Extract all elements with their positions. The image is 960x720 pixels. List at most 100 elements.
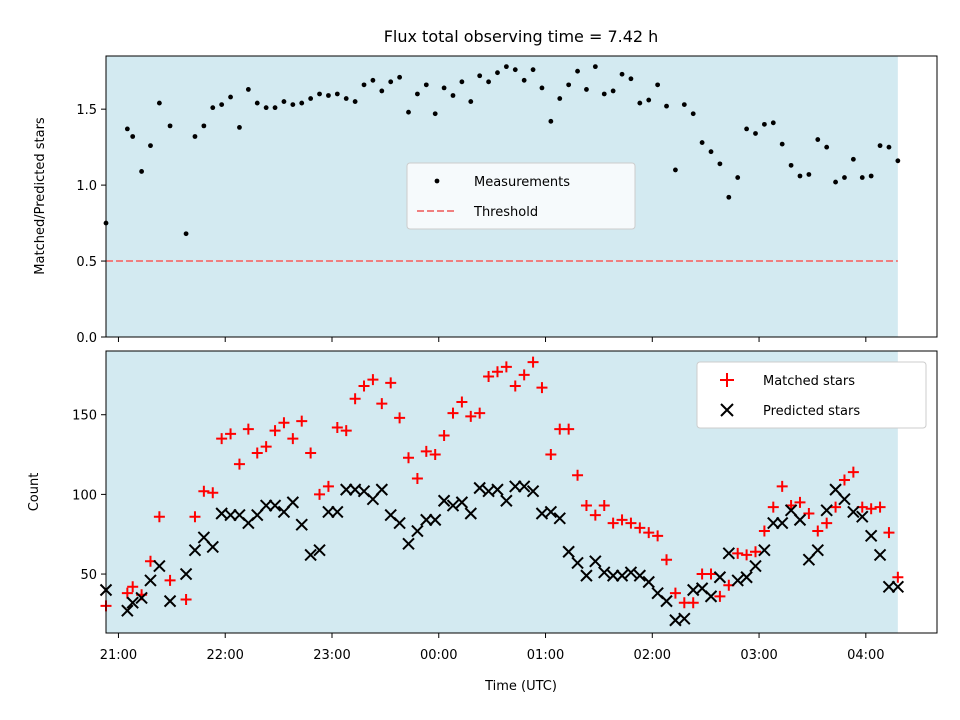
predicted-star-point <box>420 513 433 527</box>
measurement-point <box>423 82 429 88</box>
predicted-star-point <box>206 540 219 554</box>
predicted-star-point <box>464 507 477 520</box>
measurement-point <box>495 70 500 76</box>
predicted-star-point <box>722 547 736 560</box>
measurement-point <box>210 105 216 111</box>
measurement-point <box>655 82 661 88</box>
x-tick-label: 03:00 <box>740 648 777 663</box>
matched-star-point <box>687 597 699 609</box>
matched-star-point <box>189 511 201 523</box>
bottom-plot-frame <box>105 350 938 634</box>
bottom-legend: Matched stars Predicted stars <box>696 361 927 429</box>
predicted-star-point <box>775 516 789 530</box>
predicted-star-point <box>455 496 469 509</box>
predicted-star-point <box>642 575 655 589</box>
predicted-star-point <box>393 516 406 530</box>
predicted-star-point <box>571 556 584 570</box>
matched-star-point <box>500 361 512 373</box>
matched-star-point <box>821 517 833 529</box>
measurement-point <box>530 67 536 73</box>
matched-star-point <box>838 474 850 486</box>
measurement-point <box>806 172 812 177</box>
top-x-ticks <box>117 337 867 342</box>
predicted-star-point <box>500 494 513 507</box>
matched-star-point <box>643 527 655 539</box>
predicted-star-point <box>491 483 504 496</box>
predicted-star-point <box>633 569 647 582</box>
predicted-star-point <box>153 559 166 573</box>
predicted-star-point <box>891 580 905 594</box>
matched-star-point <box>483 370 495 382</box>
measurement-point <box>779 141 785 147</box>
predicted-star-point <box>340 483 353 496</box>
matched-star-point <box>438 429 450 441</box>
measurement-point <box>797 173 803 179</box>
predicted-star-point <box>411 524 424 538</box>
measurement-point <box>575 68 580 74</box>
matched-star-point <box>322 480 334 492</box>
matched-star-point <box>456 396 468 408</box>
matched-star-point <box>580 500 592 512</box>
matched-star-point <box>518 369 530 381</box>
matched-star-point <box>732 547 744 559</box>
measurement-point <box>219 102 225 108</box>
predicted-star-point <box>580 569 593 582</box>
measurement-point <box>664 103 669 109</box>
matched-star-point <box>705 568 717 580</box>
predicted-star-point <box>660 594 673 608</box>
measurement-point <box>539 85 545 91</box>
predicted-star-point <box>251 508 264 522</box>
predicted-star-point <box>277 505 291 519</box>
top-y-axis-label: Matched/Predicted stars <box>33 117 48 275</box>
legend-measurements-marker <box>434 178 440 184</box>
predicted-star-point <box>606 569 620 582</box>
measurement-point <box>299 100 305 106</box>
predicted-star-point <box>437 494 451 507</box>
matched-star-point <box>847 466 859 478</box>
measurement-point <box>388 79 394 85</box>
matched-star-point <box>269 425 281 437</box>
matched-star-point <box>883 527 895 539</box>
measurement-point <box>130 134 136 139</box>
predicted-star-point <box>322 505 335 519</box>
x-tick-label: 22:00 <box>206 648 243 663</box>
measurement-point <box>833 179 838 185</box>
matched-star-point <box>607 517 619 529</box>
matched-star-point <box>251 447 263 459</box>
measurement-point <box>406 109 411 115</box>
measurement-point <box>361 82 367 88</box>
measurement-point <box>486 79 491 85</box>
matched-star-point <box>669 587 681 599</box>
matched-star-point <box>242 423 254 435</box>
measurement-point <box>601 91 607 97</box>
matched-star-point <box>714 590 726 602</box>
matched-star-point <box>127 581 139 593</box>
matched-star-point <box>153 511 165 523</box>
matched-star-point <box>634 522 646 534</box>
matched-star-point <box>589 509 601 521</box>
matched-star-point <box>572 469 584 481</box>
measurement-point <box>557 96 563 101</box>
measurement-point <box>183 231 189 237</box>
predicted-star-point <box>526 484 540 498</box>
predicted-star-point <box>562 545 575 558</box>
measurement-point <box>850 156 856 162</box>
measurement-point <box>459 79 465 85</box>
measurement-point <box>334 91 340 97</box>
predicted-star-point <box>847 505 860 519</box>
legend-predicted-marker <box>720 403 734 417</box>
matched-star-point <box>314 488 326 500</box>
legend-matched-marker <box>720 373 734 387</box>
y-tick-label: 1.0 <box>76 179 97 194</box>
measurement-point <box>824 144 830 150</box>
y-tick-label: 150 <box>72 409 97 424</box>
measurement-point <box>512 67 518 73</box>
measurement-point <box>735 175 741 180</box>
predicted-star-point <box>713 571 727 584</box>
predicted-star-point <box>820 504 833 517</box>
matched-star-point <box>296 415 308 427</box>
matched-star-point <box>474 407 486 419</box>
measurement-point <box>326 93 331 98</box>
bottom-legend-box <box>696 361 927 429</box>
